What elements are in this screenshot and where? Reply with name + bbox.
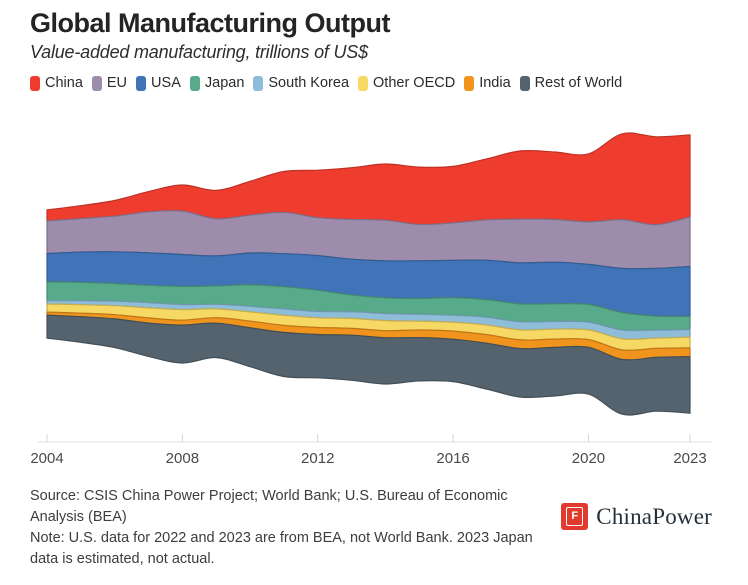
legend-label: Rest of World (534, 75, 623, 91)
legend-item-other-oecd: Other OECD (358, 75, 455, 91)
x-axis-label-2023: 2023 (673, 450, 706, 467)
x-axis-label-2008: 2008 (166, 450, 199, 467)
page-subtitle: Value-added manufacturing, trillions of … (30, 42, 368, 62)
legend-label: Japan (204, 75, 245, 91)
legend-swatch-icon (253, 75, 264, 91)
legend-swatch-icon (519, 75, 530, 91)
legend-swatch-icon (30, 75, 40, 91)
page-title: Global Manufacturing Output (30, 8, 390, 38)
legend-swatch-icon (189, 75, 200, 91)
note-line: Note: U.S. data for 2022 and 2023 are fr… (30, 530, 533, 568)
legend-label: South Korea (268, 75, 350, 91)
legend-label: India (479, 75, 511, 91)
legend-item-japan: Japan (189, 75, 245, 91)
legend-label: USA (151, 75, 181, 91)
x-axis-label-2020: 2020 (572, 450, 605, 467)
stream-band-china (46, 132, 691, 226)
legend-item-china: China (30, 75, 83, 91)
legend-label: EU (106, 75, 128, 91)
legend-swatch-icon (464, 75, 475, 91)
x-axis-label-2012: 2012 (301, 450, 334, 467)
legend-swatch-icon (136, 75, 147, 91)
legend: China EU USA Japan South Korea Other OECD Indi… (30, 75, 622, 91)
x-axis-label-2016: 2016 (436, 450, 469, 467)
legend-swatch-icon (91, 75, 102, 91)
legend-item-usa: USA (136, 75, 181, 91)
stream-band-rest-of-world (46, 314, 691, 416)
legend-label: China (45, 75, 83, 91)
source-line: Source: CSIS China Power Project; World … (30, 488, 508, 526)
brand-wordmark: ChinaPower (596, 503, 712, 529)
legend-item-south-korea: South Korea (253, 75, 349, 91)
legend-item-eu: EU (91, 75, 128, 91)
legend-item-india: India (464, 75, 511, 91)
legend-swatch-icon (358, 75, 369, 91)
legend-item-rest-of-world: Rest of World (519, 75, 623, 91)
streamgraph-svg: 2004 2008 2012 2016 2020 2023 (30, 132, 712, 467)
x-axis-label-2004: 2004 (30, 450, 63, 467)
source-note: Source: CSIS China Power Project; World … (30, 486, 550, 570)
legend-label: Other OECD (373, 75, 456, 91)
chinapower-logo-icon: F (561, 503, 589, 530)
logo-glyph: F (566, 507, 584, 526)
streamgraph-chart: 2004 2008 2012 2016 2020 2023 (0, 108, 748, 480)
chinapower-brand: F ChinaPower (561, 503, 712, 530)
